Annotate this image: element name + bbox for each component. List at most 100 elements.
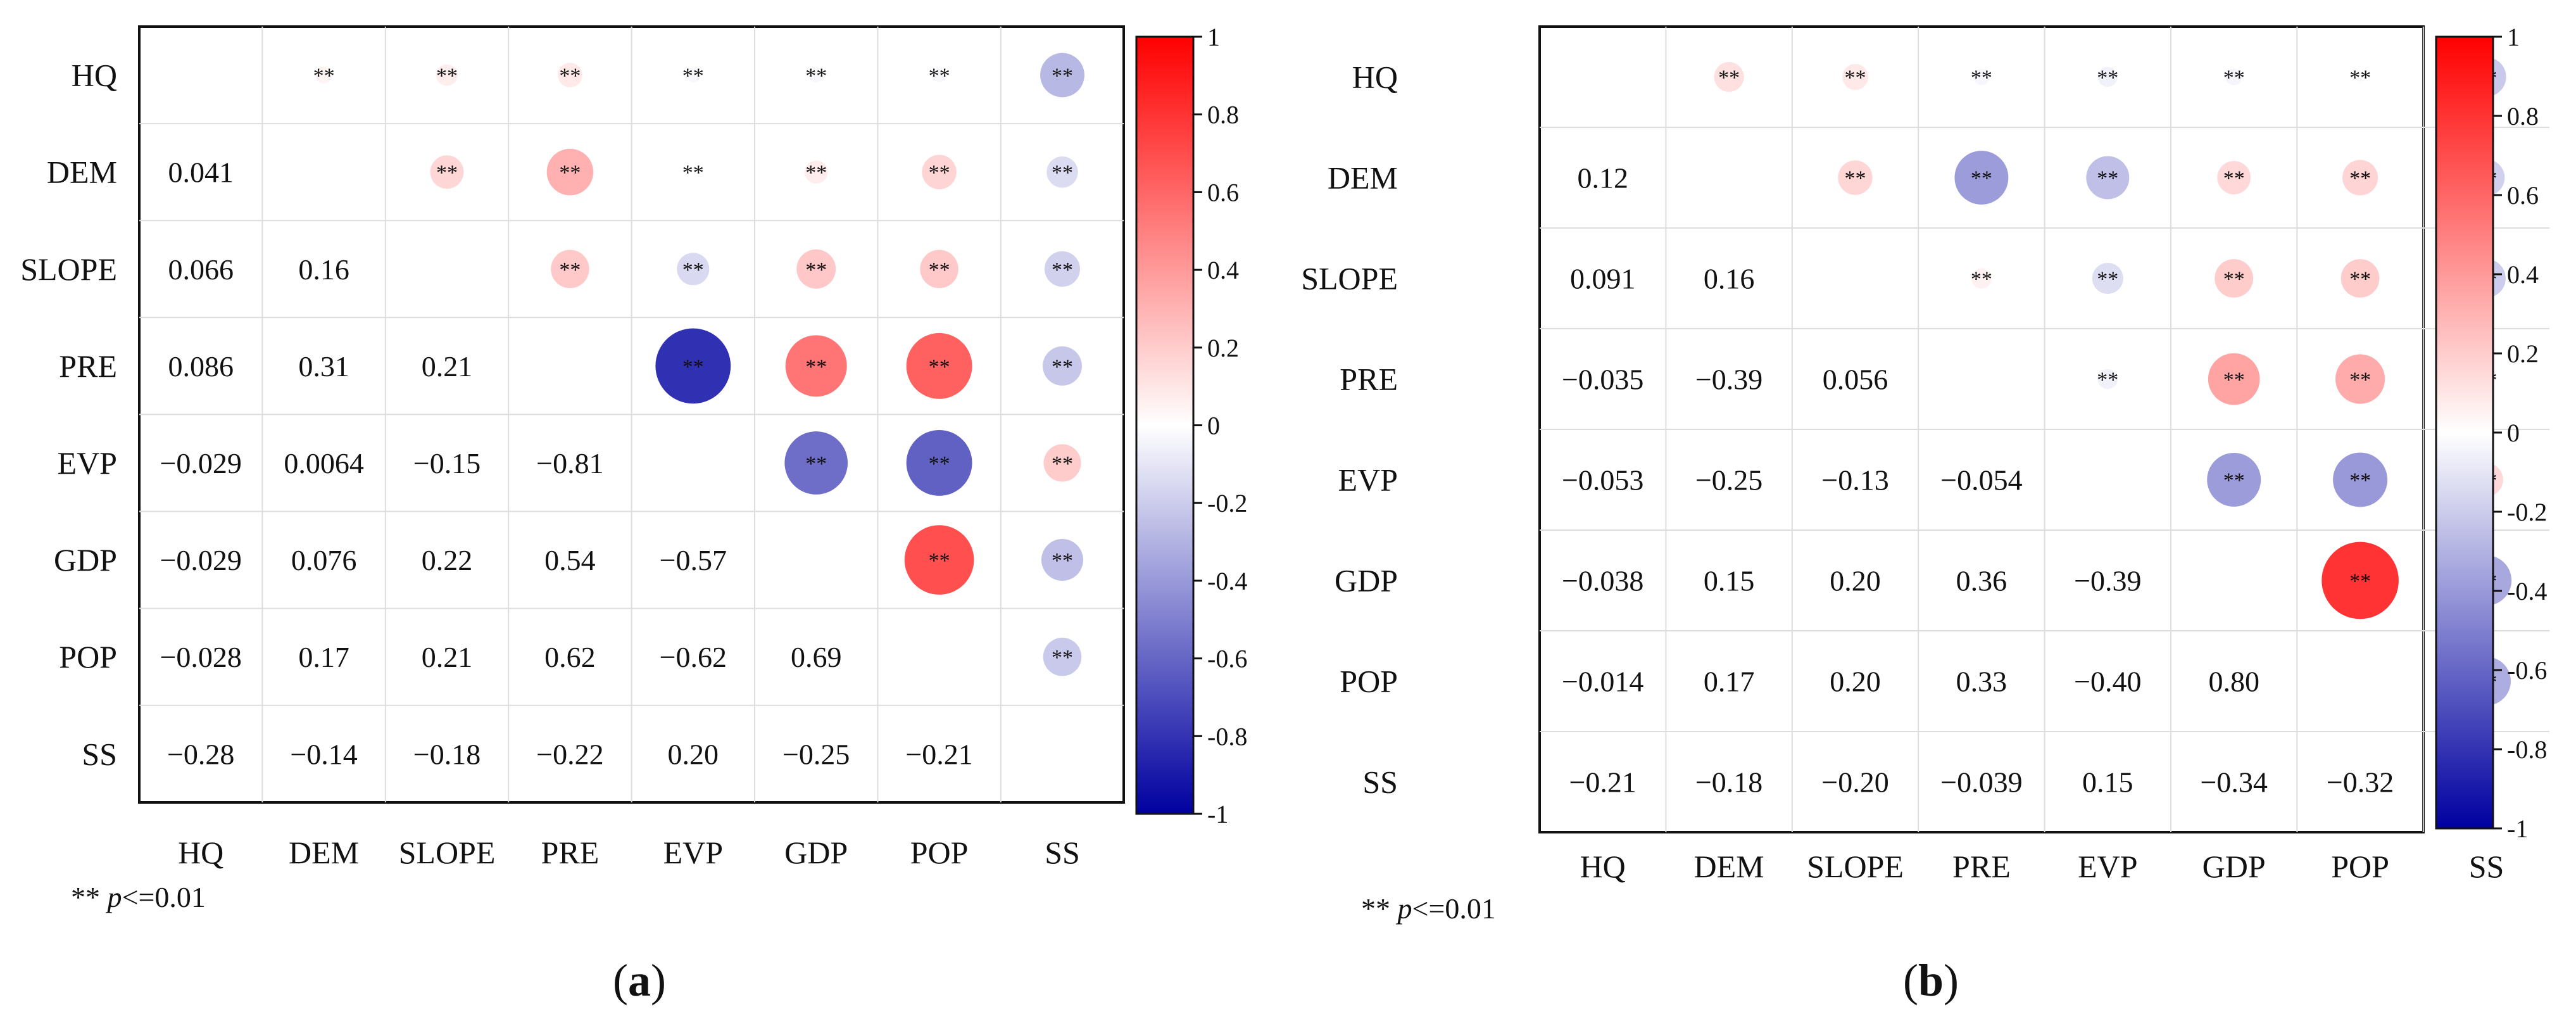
- corr-circle: [808, 68, 824, 82]
- corr-circle: [558, 63, 582, 87]
- corr-value-label: −0.39: [2074, 565, 2141, 597]
- significance-mark: **: [2097, 66, 2118, 90]
- corr-circle: [922, 155, 957, 189]
- corr-value-label: −0.15: [413, 447, 481, 479]
- corr-value-label: −0.14: [290, 738, 357, 770]
- significance-mark: **: [436, 162, 458, 185]
- panel-b-grid: [1540, 27, 2550, 832]
- corr-value-label: −0.13: [1821, 464, 1888, 497]
- corr-value-label: 0.20: [1830, 565, 1881, 597]
- significance-mark: **: [805, 355, 827, 379]
- significance-mark: **: [929, 258, 950, 282]
- significance-mark: **: [929, 355, 950, 379]
- y-tick-label: HQ: [72, 58, 117, 93]
- corr-value-label: 0.16: [1704, 263, 1755, 295]
- panel-b-x-axis-labels: HQ DEM SLOPE PRE EVP GDP POP SS: [1580, 849, 2504, 884]
- panel-b-caption-letter: b: [1918, 955, 1944, 1006]
- significance-mark: **: [2349, 167, 2371, 191]
- corr-circle: [689, 168, 697, 175]
- panel-b-significance-note: ** p<=0.01: [1361, 892, 1496, 925]
- corr-value-label: 0.62: [544, 641, 596, 673]
- corr-value-label: −0.054: [1940, 464, 2022, 497]
- x-tick-label: HQ: [1580, 849, 1626, 884]
- panel-a-caption-letter: a: [628, 955, 651, 1006]
- corr-value-label: −0.62: [660, 641, 727, 673]
- colorbar-tick-label: 0.2: [2507, 339, 2539, 368]
- corr-circle: [2097, 66, 2118, 87]
- corr-value-label: 0.12: [1577, 162, 1628, 194]
- corr-circle: [1046, 156, 1078, 188]
- corr-circle: [1714, 61, 1744, 92]
- significance-mark: **: [313, 65, 335, 88]
- corr-value-label: −0.028: [160, 641, 241, 673]
- panel-a: ** ** ** ** ** ** ** 0.041 ** ** ** ** ** ** 0.066 0.16…: [20, 23, 1247, 1006]
- corr-value-label: 0.17: [1704, 666, 1755, 698]
- x-tick-label: EVP: [2078, 849, 2137, 884]
- colorbar-tick-label: -1: [1207, 800, 1228, 828]
- corr-circle: [920, 250, 958, 288]
- significance-mark: **: [559, 162, 581, 185]
- corr-circle: [1842, 63, 1869, 91]
- significance-mark: **: [1971, 66, 1992, 90]
- x-tick-label: DEM: [289, 835, 359, 870]
- panel-a-significance-note: ** p<=0.01: [71, 881, 206, 913]
- corr-value-label: 0.20: [1830, 666, 1881, 698]
- x-tick-label: GDP: [784, 835, 848, 870]
- colorbar-tick-label: 1: [2507, 23, 2520, 51]
- significance-mark: **: [2223, 469, 2245, 493]
- x-tick-label: EVP: [663, 835, 723, 870]
- corr-value-label: −0.21: [905, 738, 972, 770]
- panel-a-cells: ** ** ** ** ** ** ** 0.041 ** ** ** ** ** ** 0.066 0.16…: [160, 53, 1084, 770]
- significance-mark: **: [682, 355, 704, 379]
- colorbar-tick-label: -1: [2507, 814, 2528, 843]
- significance-mark: **: [2349, 369, 2371, 392]
- corr-circle: [805, 160, 828, 184]
- corr-circle: [1043, 444, 1081, 482]
- y-tick-label: POP: [1340, 664, 1398, 699]
- y-tick-label: SS: [82, 736, 117, 771]
- corr-value-label: −0.18: [413, 738, 481, 770]
- colorbar-tick-label: -0.6: [2507, 656, 2547, 685]
- y-tick-label: GDP: [1335, 563, 1398, 598]
- colorbar-tick-label: 1: [1207, 23, 1220, 51]
- colorbar-tick-label: -0.6: [1207, 645, 1247, 673]
- corr-value-label: −0.21: [1569, 766, 1636, 799]
- significance-mark: **: [805, 162, 827, 185]
- significance-mark: **: [1845, 66, 1866, 90]
- corr-value-label: −0.40: [2074, 666, 2141, 698]
- corr-value-label: 0.80: [2208, 666, 2259, 698]
- significance-mark: **: [559, 258, 581, 282]
- corr-value-label: −0.038: [1562, 565, 1643, 597]
- significance-mark: **: [2097, 369, 2118, 392]
- significance-mark: **: [929, 65, 950, 88]
- corr-value-label: −0.039: [1940, 766, 2022, 799]
- corr-circle: [2322, 542, 2399, 619]
- corr-value-label: 0.15: [1704, 565, 1755, 597]
- corr-value-label: −0.34: [2200, 766, 2267, 799]
- significance-mark: **: [929, 452, 950, 476]
- significance-mark: **: [682, 162, 704, 185]
- panel-a-caption: (a): [613, 955, 666, 1006]
- corr-circle: [1043, 346, 1082, 386]
- colorbar-tick-label: -0.4: [2507, 577, 2547, 605]
- x-tick-label: SLOPE: [1807, 849, 1904, 884]
- x-tick-label: GDP: [2202, 849, 2266, 884]
- corr-value-label: 0.22: [422, 544, 473, 576]
- corr-value-label: −0.39: [1695, 364, 1762, 396]
- corr-circle: [1043, 637, 1082, 676]
- colorbar-tick-label: -0.2: [2507, 498, 2547, 526]
- corr-value-label: −0.014: [1562, 666, 1643, 698]
- corr-circle: [1838, 160, 1873, 195]
- significance-mark: **: [682, 65, 704, 88]
- corr-value-label: −0.81: [536, 447, 603, 479]
- significance-mark: **: [1052, 162, 1073, 185]
- significance-mark: **: [1052, 65, 1073, 88]
- colorbar-tick-label: -0.8: [1207, 722, 1247, 750]
- corr-circle: [1973, 68, 1990, 86]
- corr-value-label: 0.31: [298, 350, 349, 383]
- corr-value-label: −0.32: [2327, 766, 2394, 799]
- corr-value-label: 0.091: [1570, 263, 1636, 295]
- significance-mark: **: [2349, 66, 2371, 90]
- corr-circle: [546, 148, 594, 196]
